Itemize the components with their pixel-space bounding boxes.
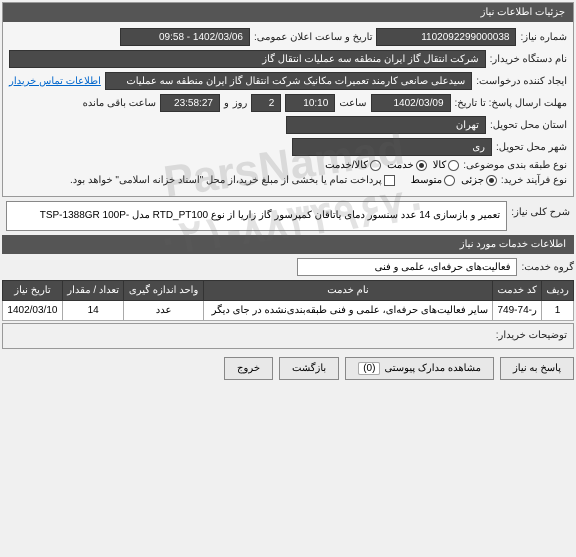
service-group-label: گروه خدمت: xyxy=(521,262,574,273)
radio-partial[interactable] xyxy=(486,175,497,186)
table-header: نام خدمت xyxy=(203,281,492,301)
table-cell: 1 xyxy=(542,301,574,321)
desc-label: شرح کلی نیاز: xyxy=(511,201,570,218)
process-type-label: نوع فرآیند خرید: xyxy=(501,175,567,186)
buyer-org-value: شرکت انتقال گاز ایران منطقه سه عملیات ان… xyxy=(9,50,486,68)
buyer-notes-box: توضیحات خریدار: xyxy=(2,323,574,349)
subject-type-group: کالا خدمت کالا/خدمت xyxy=(325,160,459,171)
table-cell: ر-74-749 xyxy=(493,301,542,321)
buyer-org-label: نام دستگاه خریدار: xyxy=(490,54,567,65)
contact-link[interactable]: اطلاعات تماس خریدار xyxy=(9,76,101,87)
announce-label: تاریخ و ساعت اعلان عمومی: xyxy=(254,32,373,43)
back-button[interactable]: بازگشت xyxy=(279,357,339,380)
radio-medium[interactable] xyxy=(444,175,455,186)
deadline-label: مهلت ارسال پاسخ: تا تاریخ: xyxy=(455,98,567,109)
exit-button[interactable]: خروج xyxy=(224,357,273,380)
table-header: کد خدمت xyxy=(493,281,542,301)
city-label: شهر محل تحویل: xyxy=(496,142,567,153)
table-header: ردیف xyxy=(542,281,574,301)
table-header: واحد اندازه گیری xyxy=(124,281,203,301)
day-label: روز xyxy=(233,98,248,109)
table-row: 1ر-74-749سایر فعالیت‌های حرفه‌ای، علمی و… xyxy=(3,301,574,321)
table-header: تاریخ نیاز xyxy=(3,281,63,301)
panel-title: جزئیات اطلاعات نیاز xyxy=(3,3,573,22)
radio-service[interactable] xyxy=(416,160,427,171)
province-label: استان محل تحویل: xyxy=(490,120,567,131)
attachments-count: (0) xyxy=(358,362,380,375)
payment-checkbox[interactable] xyxy=(384,175,395,186)
service-group-value: فعالیت‌های حرفه‌ای، علمی و فنی xyxy=(297,258,517,276)
deadline-time: 10:10 xyxy=(285,94,335,112)
deadline-date: 1402/03/09 xyxy=(371,94,451,112)
time-label: ساعت xyxy=(339,98,366,109)
description-box: تعمیر و بازسازی 14 عدد سنسور دمای یاتاقا… xyxy=(6,201,507,231)
radio-goods[interactable] xyxy=(448,160,459,171)
table-cell: سایر فعالیت‌های حرفه‌ای، علمی و فنی طبقه… xyxy=(203,301,492,321)
creator-value: سیدعلی صانعی کارمند تعمیرات مکانیک شرکت … xyxy=(105,72,472,90)
payment-note: پرداخت تمام یا بخشی از مبلغ خرید،از محل … xyxy=(70,175,382,186)
reply-button[interactable]: پاسخ به نیاز xyxy=(500,357,574,380)
remaining-days: 2 xyxy=(251,94,281,112)
table-cell: 1402/03/10 xyxy=(3,301,63,321)
radio-goods-service[interactable] xyxy=(370,160,381,171)
creator-label: ایجاد کننده درخواست: xyxy=(476,76,567,87)
announce-value: 1402/03/06 - 09:58 xyxy=(120,28,250,46)
and-label: و xyxy=(224,98,229,109)
province-value: تهران xyxy=(286,116,486,134)
city-value: ری xyxy=(292,138,492,156)
services-info-header: اطلاعات خدمات مورد نیاز xyxy=(2,235,574,254)
remaining-time: 23:58:27 xyxy=(160,94,220,112)
need-no-label: شماره نیاز: xyxy=(520,32,567,43)
details-panel: جزئیات اطلاعات نیاز شماره نیاز: 11020922… xyxy=(2,2,574,197)
table-header: تعداد / مقدار xyxy=(62,281,124,301)
table-cell: 14 xyxy=(62,301,124,321)
remaining-suffix: ساعت باقی مانده xyxy=(83,98,156,109)
action-bar: پاسخ به نیاز مشاهده مدارک پیوستی (0) باز… xyxy=(0,351,576,386)
services-table: ردیفکد خدمتنام خدمتواحد اندازه گیریتعداد… xyxy=(2,280,574,321)
attachments-button[interactable]: مشاهده مدارک پیوستی (0) xyxy=(345,357,494,380)
process-type-group: جزئی متوسط xyxy=(411,175,497,186)
need-no-value: 1102092299000038 xyxy=(376,28,516,46)
table-cell: عدد xyxy=(124,301,203,321)
subject-type-label: نوع طبقه بندی موضوعی: xyxy=(463,160,567,171)
